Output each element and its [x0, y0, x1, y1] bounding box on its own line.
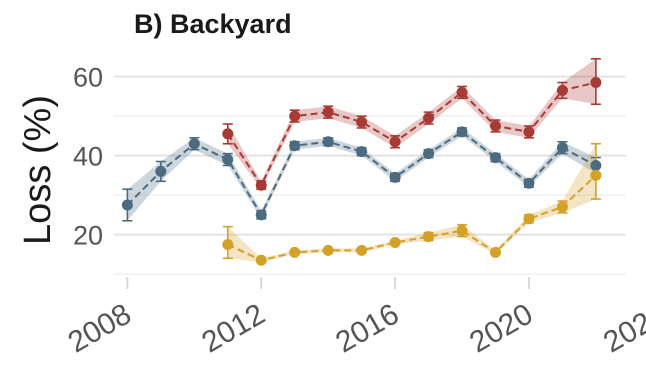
data-point — [389, 136, 401, 148]
data-point — [489, 120, 501, 132]
data-point — [590, 169, 602, 181]
x-axis-ticks: 2008 2012 2016 2020 2024 — [63, 297, 646, 359]
series-0-line — [226, 81, 597, 188]
data-point — [456, 225, 468, 237]
x-tick-label: 2024 — [598, 297, 646, 359]
x-tick-label: 2016 — [330, 297, 404, 359]
y-axis-ticks: 20 40 60 — [73, 63, 103, 251]
data-point — [289, 246, 301, 258]
data-point — [322, 136, 334, 148]
series-lines — [126, 81, 597, 262]
data-point — [289, 110, 301, 122]
error-bars — [122, 58, 601, 260]
data-point — [255, 254, 267, 266]
data-point — [523, 177, 535, 189]
data-point — [188, 138, 200, 150]
data-point — [456, 126, 468, 138]
data-point — [423, 231, 435, 243]
data-point — [222, 238, 234, 250]
y-tick-label: 60 — [73, 63, 103, 93]
data-point — [489, 152, 501, 164]
data-point — [523, 126, 535, 138]
data-points — [121, 77, 602, 266]
y-tick-label: 20 — [73, 221, 103, 251]
data-point — [556, 142, 568, 154]
data-point — [423, 148, 435, 160]
data-point — [322, 244, 334, 256]
chart-title: B) Backyard — [134, 9, 292, 39]
data-point — [255, 179, 267, 191]
y-tick-label: 40 — [73, 142, 103, 172]
data-point — [322, 106, 334, 118]
data-point — [556, 201, 568, 213]
data-point — [121, 199, 133, 211]
gridlines — [114, 75, 626, 289]
data-point — [222, 154, 234, 166]
data-point — [423, 112, 435, 124]
data-point — [356, 116, 368, 128]
x-tick-label: 2012 — [196, 297, 270, 359]
data-point — [155, 165, 167, 177]
data-point — [456, 86, 468, 98]
data-point — [389, 171, 401, 183]
series-0-band — [227, 58, 596, 190]
data-point — [523, 213, 535, 225]
confidence-bands — [127, 58, 596, 263]
x-tick-label: 2008 — [63, 297, 137, 359]
series-2-line — [227, 174, 597, 262]
x-tick-label: 2020 — [464, 297, 538, 359]
data-point — [356, 244, 368, 256]
data-point — [356, 146, 368, 158]
series-1-line — [126, 130, 597, 217]
data-point — [289, 140, 301, 152]
data-point — [556, 84, 568, 96]
data-point — [389, 237, 401, 248]
data-point — [255, 209, 267, 221]
y-axis-label: Loss (%) — [17, 95, 59, 245]
data-point — [590, 77, 602, 89]
data-point — [590, 159, 602, 171]
data-point — [489, 246, 501, 258]
data-point — [222, 128, 234, 140]
